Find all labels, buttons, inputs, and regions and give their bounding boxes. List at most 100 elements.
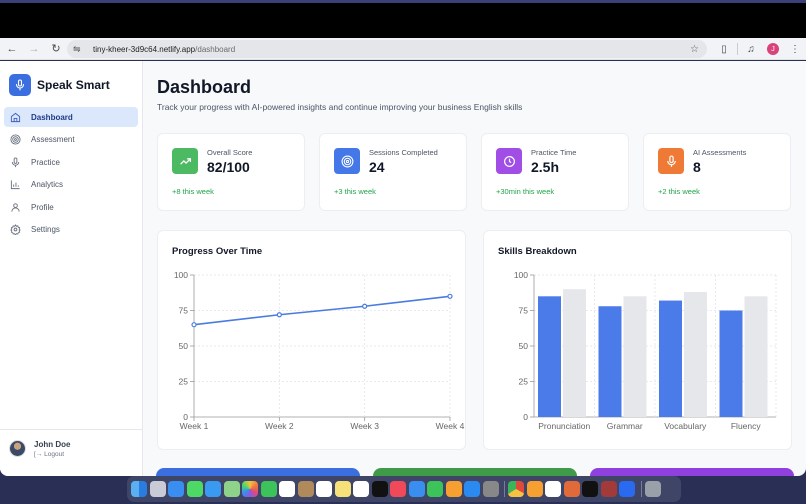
numbers-icon[interactable] xyxy=(427,481,443,497)
stat-label: AI Assessments xyxy=(693,148,747,157)
skills-bar-chart: 0 25 50 75 100 Pronunciation Grammar Vocabulary… xyxy=(514,270,777,431)
forward-button[interactable]: → xyxy=(28,42,40,55)
system-settings-icon[interactable] xyxy=(482,481,499,497)
trending-up-icon xyxy=(172,148,198,174)
target-icon xyxy=(334,148,360,174)
brand-name: Speak Smart xyxy=(37,78,110,92)
calendar-icon[interactable] xyxy=(279,481,295,497)
sidebar-item-dashboard[interactable]: Dashboard xyxy=(4,107,138,127)
dictionary-icon[interactable] xyxy=(600,481,617,497)
skills-chart-card: Skills Breakdown 0 25 50 75 100 Pronunciation… xyxy=(483,230,792,450)
home-icon xyxy=(9,111,21,123)
svg-text:0: 0 xyxy=(183,412,188,422)
extensions-icon[interactable]: ▯ xyxy=(721,43,727,55)
pages-icon[interactable] xyxy=(445,481,462,497)
sidebar-item-assessment[interactable]: Assessment xyxy=(4,130,138,150)
notes-icon[interactable] xyxy=(334,481,351,497)
svg-text:100: 100 xyxy=(174,270,188,280)
svg-text:75: 75 xyxy=(519,306,529,316)
sidebar-nav: Dashboard Assessment Practice Analytics … xyxy=(4,107,138,242)
tv-icon[interactable] xyxy=(371,481,388,497)
sidebar-item-label: Analytics xyxy=(31,180,64,189)
svg-text:100: 100 xyxy=(514,270,528,280)
zoom-icon[interactable] xyxy=(619,481,635,497)
back-button[interactable]: ← xyxy=(6,42,18,55)
quick-action-button-3[interactable] xyxy=(590,468,794,476)
progress-chart-card: Progress Over Time 0 25 50 75 100 Week 1 Week … xyxy=(157,230,466,450)
messages-icon[interactable] xyxy=(186,481,203,497)
page-subtitle: Track your progress with AI-powered insi… xyxy=(157,102,523,112)
logout-button[interactable]: [→ Logout xyxy=(34,451,65,458)
stat-label: Practice Time xyxy=(531,148,577,157)
svg-text:50: 50 xyxy=(179,341,189,351)
stat-value: 2.5h xyxy=(531,159,560,175)
main-content: Dashboard Track your progress with AI-po… xyxy=(143,61,806,476)
browser-toolbar: ← → ↻ ⇋ tiny-kheer-3d9c64.netlify.app/da… xyxy=(0,38,806,60)
keynote-icon[interactable] xyxy=(408,481,425,497)
user-name: John Doe xyxy=(34,440,71,449)
app-icon[interactable] xyxy=(526,481,543,497)
macos-dock xyxy=(127,476,681,502)
sidebar-item-label: Settings xyxy=(31,225,60,234)
quick-action-button-2[interactable] xyxy=(373,468,577,476)
launchpad-icon[interactable] xyxy=(149,481,166,497)
address-bar[interactable]: ⇋ tiny-kheer-3d9c64.netlify.app/dashboar… xyxy=(67,40,707,58)
photos-icon[interactable] xyxy=(242,481,258,497)
mic-logo-icon xyxy=(9,74,31,96)
svg-text:25: 25 xyxy=(519,377,529,387)
sidebar-item-label: Practice xyxy=(31,157,60,167)
safari-icon[interactable] xyxy=(168,481,184,497)
mail-icon[interactable] xyxy=(205,481,221,497)
trash-icon[interactable] xyxy=(644,481,661,497)
svg-text:Week 2: Week 2 xyxy=(265,421,294,431)
target-icon xyxy=(9,134,21,146)
clock-icon xyxy=(496,148,522,174)
sidebar: Speak Smart Dashboard Assessment Practic… xyxy=(0,61,143,476)
stat-card-sessions: Sessions Completed 24 +3 this week xyxy=(319,133,467,211)
svg-text:Week 4: Week 4 xyxy=(436,421,465,431)
svg-text:Fluency: Fluency xyxy=(731,421,762,431)
progress-line-chart: 0 25 50 75 100 Week 1 Week 2 Week 3 Week 4 xyxy=(174,270,465,431)
maps-icon[interactable] xyxy=(223,481,240,497)
url-text: tiny-kheer-3d9c64.netlify.app/dashboard xyxy=(93,44,236,54)
sidebar-item-label: Assessment xyxy=(31,135,75,144)
sidebar-item-settings[interactable]: Settings xyxy=(4,220,138,240)
window-top-bar xyxy=(0,0,806,38)
stat-delta: +2 this week xyxy=(658,187,700,196)
svg-text:50: 50 xyxy=(519,341,529,351)
logout-icon: [→ xyxy=(34,451,43,458)
stat-label: Overall Score xyxy=(207,148,253,157)
sidebar-item-profile[interactable]: Profile xyxy=(4,197,138,217)
menu-kebab-icon[interactable]: ⋮ xyxy=(790,43,800,55)
stat-value: 8 xyxy=(693,159,701,175)
terminal-icon[interactable] xyxy=(582,481,598,497)
stat-value: 82/100 xyxy=(207,159,250,175)
svg-text:Week 1: Week 1 xyxy=(180,421,209,431)
page-title: Dashboard xyxy=(157,77,252,97)
facetime-icon[interactable] xyxy=(260,481,277,497)
claude-icon[interactable] xyxy=(563,481,580,497)
stat-value: 24 xyxy=(369,159,385,175)
slack-icon[interactable] xyxy=(545,481,561,497)
reload-button[interactable]: ↻ xyxy=(51,43,61,55)
app-store-icon[interactable] xyxy=(464,481,480,497)
stat-card-practice-time: Practice Time 2.5h +30min this week xyxy=(481,133,629,211)
app-window: Speak Smart Dashboard Assessment Practic… xyxy=(0,61,806,476)
reminders-icon[interactable] xyxy=(316,481,332,497)
finder-icon[interactable] xyxy=(131,481,147,497)
quick-action-button-1[interactable] xyxy=(156,468,360,476)
brand[interactable]: Speak Smart xyxy=(9,74,110,96)
sidebar-item-label: Profile xyxy=(31,202,54,212)
stat-delta: +3 this week xyxy=(334,187,376,196)
media-control-icon[interactable]: ♫ xyxy=(747,43,755,55)
svg-text:25: 25 xyxy=(179,377,189,387)
chrome-icon[interactable] xyxy=(508,481,524,497)
sidebar-item-practice[interactable]: Practice xyxy=(4,152,138,172)
bookmark-star-icon[interactable]: ☆ xyxy=(690,43,699,55)
contacts-icon[interactable] xyxy=(297,481,314,497)
profile-avatar[interactable]: J xyxy=(767,43,779,55)
site-settings-icon[interactable]: ⇋ xyxy=(73,43,81,54)
music-icon[interactable] xyxy=(390,481,406,497)
freeform-icon[interactable] xyxy=(353,481,369,497)
sidebar-item-analytics[interactable]: Analytics xyxy=(4,175,138,195)
